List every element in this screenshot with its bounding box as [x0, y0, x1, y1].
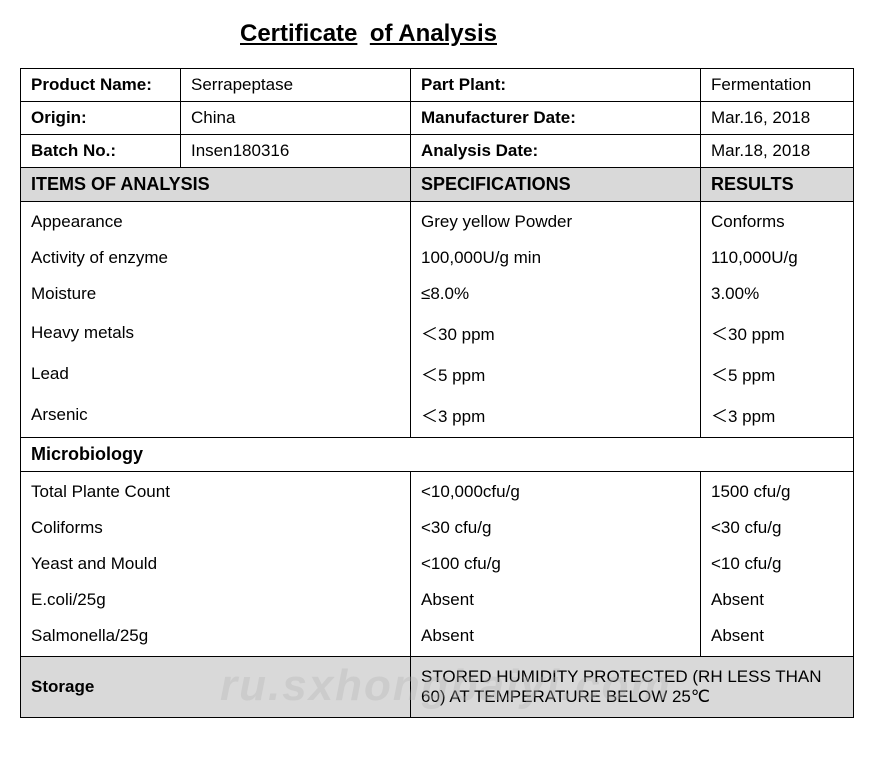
analysis-row: Arsenic＜3 ppm＜3 ppm — [21, 394, 854, 438]
analysis-result: Conforms — [701, 202, 854, 241]
micro-result: Absent — [701, 582, 854, 618]
micro-item: Salmonella/25g — [21, 618, 411, 657]
analysis-item: Activity of enzyme — [21, 240, 411, 276]
document-title: Certificate of Analysis — [240, 20, 854, 48]
analysis-result: ＜30 ppm — [701, 312, 854, 353]
micro-result: <10 cfu/g — [701, 546, 854, 582]
micro-item: E.coli/25g — [21, 582, 411, 618]
analysis-result: 110,000U/g — [701, 240, 854, 276]
analysis-result: 3.00% — [701, 276, 854, 312]
header-label: Product Name: — [21, 69, 181, 102]
header-row: Origin:ChinaManufacturer Date:Mar.16, 20… — [21, 102, 854, 135]
analysis-result: ＜3 ppm — [701, 394, 854, 438]
micro-item: Yeast and Mould — [21, 546, 411, 582]
analysis-spec: ≤8.0% — [411, 276, 701, 312]
header-value: China — [181, 102, 411, 135]
analysis-item: Heavy metals — [21, 312, 411, 353]
analysis-row: Moisture≤8.0%3.00% — [21, 276, 854, 312]
micro-item: Total Plante Count — [21, 472, 411, 511]
micro-result: <30 cfu/g — [701, 510, 854, 546]
storage-row: Storage STORED HUMIDITY PROTECTED (RH LE… — [21, 657, 854, 718]
header-row: Product Name:SerrapeptasePart Plant:Ferm… — [21, 69, 854, 102]
storage-value: STORED HUMIDITY PROTECTED (RH LESS THAN … — [411, 657, 854, 718]
analysis-item: Lead — [21, 353, 411, 394]
section-header-row: ITEMS OF ANALYSIS SPECIFICATIONS RESULTS — [21, 168, 854, 202]
header-label: Analysis Date: — [411, 135, 701, 168]
header-value: Mar.16, 2018 — [701, 102, 854, 135]
analysis-row: Activity of enzyme100,000U/g min110,000U… — [21, 240, 854, 276]
analysis-result: ＜5 ppm — [701, 353, 854, 394]
storage-label: Storage — [21, 657, 411, 718]
micro-spec: <100 cfu/g — [411, 546, 701, 582]
microbiology-row: Salmonella/25gAbsentAbsent — [21, 618, 854, 657]
header-value: Serrapeptase — [181, 69, 411, 102]
micro-spec: Absent — [411, 582, 701, 618]
header-value: Insen180316 — [181, 135, 411, 168]
microbiology-row: Total Plante Count<10,000cfu/g1500 cfu/g — [21, 472, 854, 511]
items-header: ITEMS OF ANALYSIS — [21, 168, 411, 202]
analysis-row: Heavy metals＜30 ppm＜30 ppm — [21, 312, 854, 353]
analysis-spec: 100,000U/g min — [411, 240, 701, 276]
micro-spec: <30 cfu/g — [411, 510, 701, 546]
analysis-item: Moisture — [21, 276, 411, 312]
title-part1: Certificate — [240, 20, 357, 47]
specs-header: SPECIFICATIONS — [411, 168, 701, 202]
title-part2: of Analysis — [370, 20, 497, 47]
analysis-item: Arsenic — [21, 394, 411, 438]
microbiology-row: Coliforms<30 cfu/g<30 cfu/g — [21, 510, 854, 546]
analysis-spec: ＜3 ppm — [411, 394, 701, 438]
analysis-item: Appearance — [21, 202, 411, 241]
header-row: Batch No.:Insen180316Analysis Date:Mar.1… — [21, 135, 854, 168]
header-value: Mar.18, 2018 — [701, 135, 854, 168]
header-value: Fermentation — [701, 69, 854, 102]
micro-result: Absent — [701, 618, 854, 657]
microbiology-header: Microbiology — [21, 438, 854, 472]
header-label: Origin: — [21, 102, 181, 135]
header-label: Part Plant: — [411, 69, 701, 102]
micro-result: 1500 cfu/g — [701, 472, 854, 511]
analysis-spec: ＜5 ppm — [411, 353, 701, 394]
analysis-row: Lead＜5 ppm＜5 ppm — [21, 353, 854, 394]
micro-spec: Absent — [411, 618, 701, 657]
header-label: Batch No.: — [21, 135, 181, 168]
microbiology-row: E.coli/25gAbsentAbsent — [21, 582, 854, 618]
analysis-spec: ＜30 ppm — [411, 312, 701, 353]
microbiology-row: Yeast and Mould<100 cfu/g<10 cfu/g — [21, 546, 854, 582]
results-header: RESULTS — [701, 168, 854, 202]
micro-spec: <10,000cfu/g — [411, 472, 701, 511]
analysis-row: AppearanceGrey yellow PowderConforms — [21, 202, 854, 241]
header-label: Manufacturer Date: — [411, 102, 701, 135]
micro-item: Coliforms — [21, 510, 411, 546]
coa-table: Product Name:SerrapeptasePart Plant:Ferm… — [20, 68, 854, 718]
analysis-spec: Grey yellow Powder — [411, 202, 701, 241]
microbiology-header-row: Microbiology — [21, 438, 854, 472]
